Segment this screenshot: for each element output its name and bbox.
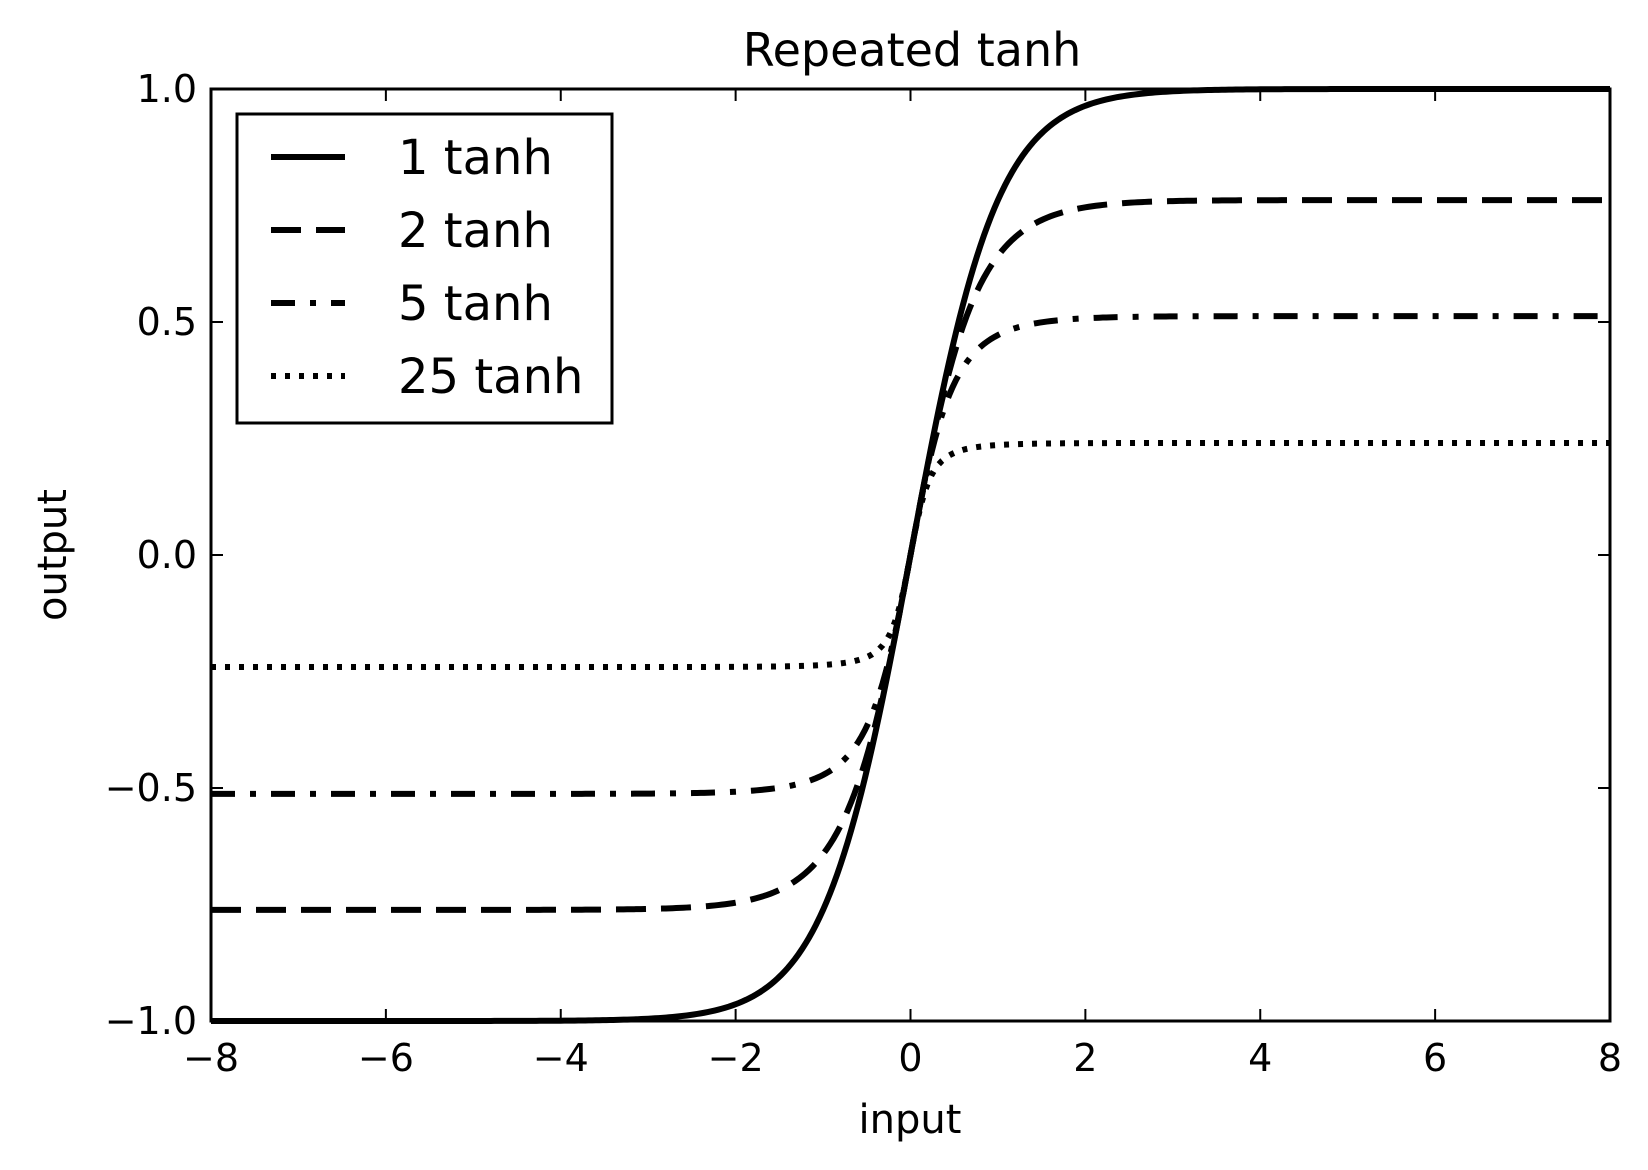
x-tick-label: −2 bbox=[708, 1036, 764, 1080]
x-tick-label: 2 bbox=[1073, 1036, 1097, 1080]
series-line-25-tanh bbox=[211, 439, 1610, 671]
tick-layer: −8 −6 −4 −2 0 2 4 6 8 −1.0 −0.5 0.0 0.5 1.0 bbox=[105, 67, 1622, 1080]
x-tick-label: 4 bbox=[1248, 1036, 1272, 1080]
y-tick-label: 0.5 bbox=[137, 300, 197, 344]
x-axis-label: input bbox=[859, 1097, 962, 1143]
y-tick-label: 0.0 bbox=[137, 533, 197, 577]
y-axis-label: output bbox=[30, 489, 76, 621]
legend-label: 2 tanh bbox=[398, 203, 553, 259]
legend-label: 1 tanh bbox=[398, 130, 553, 186]
legend: 1 tanh 2 tanh 5 tanh 25 tanh bbox=[235, 112, 614, 425]
legend-label: 5 tanh bbox=[398, 276, 553, 332]
x-tick-label: −4 bbox=[533, 1036, 589, 1080]
legend-label: 25 tanh bbox=[398, 349, 583, 405]
x-tick-label: 8 bbox=[1598, 1036, 1622, 1080]
x-tick-label: −8 bbox=[183, 1036, 239, 1080]
series-line-2-tanh bbox=[211, 197, 1610, 913]
legend-box bbox=[235, 112, 614, 425]
y-tick-label: 1.0 bbox=[137, 67, 197, 111]
y-tick-label: −1.0 bbox=[105, 999, 197, 1043]
chart-title: Repeated tanh bbox=[743, 23, 1082, 77]
x-tick-label: −6 bbox=[358, 1036, 414, 1080]
x-tick-label: 0 bbox=[898, 1036, 922, 1080]
y-tick-label: −0.5 bbox=[105, 766, 197, 810]
x-tick-label: 6 bbox=[1423, 1036, 1447, 1080]
